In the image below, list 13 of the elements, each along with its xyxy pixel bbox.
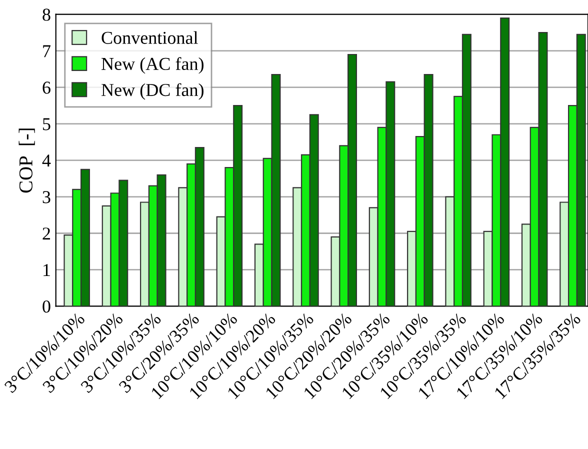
y-tick-label: 8 — [42, 8, 50, 21]
y-tick-label: 6 — [42, 82, 50, 94]
y-tick-label: 2 — [42, 228, 50, 240]
legend-label: New (AC fan) — [102, 57, 204, 74]
legend-label: New (DC fan) — [102, 83, 204, 100]
y-tick-label: 4 — [42, 154, 51, 167]
y-tick-label: 0 — [42, 300, 50, 313]
legend-label: Conventional — [102, 31, 198, 44]
y-tick-label: 3 — [42, 191, 50, 204]
y-tick-label: 7 — [43, 45, 50, 58]
y-tick-label: 5 — [43, 118, 50, 130]
y-tick-label: 1 — [44, 264, 50, 276]
y-axis-title: COP [-] — [18, 128, 35, 193]
